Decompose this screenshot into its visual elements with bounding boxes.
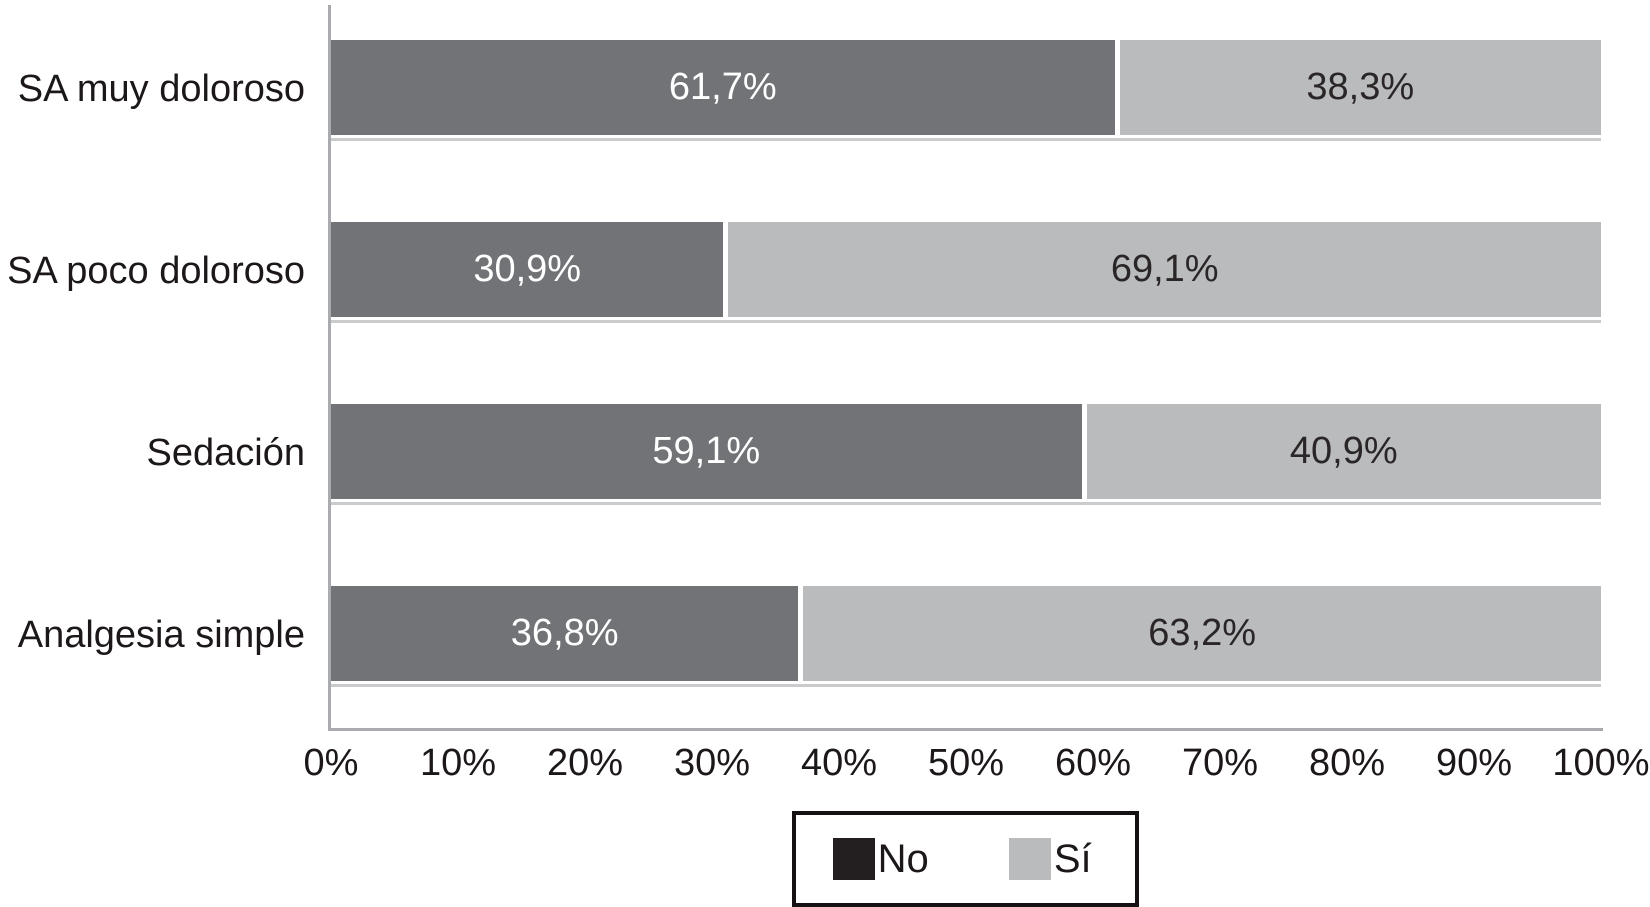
x-tick: 40% <box>800 742 878 784</box>
chart-row-sa-poco-doloroso: SA poco doloroso 30,9% 69,1% <box>0 222 1601 320</box>
x-tick: 50% <box>927 742 1005 784</box>
bar: 36,8% 63,2% <box>331 586 1601 684</box>
bar-value-label: 40,9% <box>1289 430 1398 472</box>
chart-row-sedacion: Sedación 59,1% 40,9% <box>0 404 1601 502</box>
legend-entry-si: Sí <box>966 837 1136 882</box>
bar-segment-no: 30,9% <box>331 222 724 317</box>
bar-segment-si: 69,1% <box>723 222 1601 317</box>
bar-value-label: 30,9% <box>473 248 582 290</box>
legend-entry-no: No <box>796 837 966 882</box>
bar-value-label: 36,8% <box>510 612 619 654</box>
category-label: Analgesia simple <box>17 613 305 656</box>
x-tick: 80% <box>1308 742 1386 784</box>
bar: 30,9% 69,1% <box>331 222 1601 320</box>
bar-segment-si: 38,3% <box>1114 40 1601 135</box>
bar-segment-no: 36,8% <box>331 586 799 681</box>
bar-segment-no: 61,7% <box>331 40 1115 135</box>
bar: 59,1% 40,9% <box>331 404 1601 502</box>
legend-label-si: Sí <box>1053 836 1092 881</box>
bar-value-label: 38,3% <box>1306 66 1415 108</box>
bar-value-label: 63,2% <box>1148 612 1257 654</box>
bar-segment-si: 40,9% <box>1081 404 1601 499</box>
bar-value-label: 59,1% <box>652 430 761 472</box>
category-label: Sedación <box>146 431 305 474</box>
x-axis-line <box>328 728 1603 731</box>
x-tick: 10% <box>419 742 497 784</box>
chart-row-analgesia-simple: Analgesia simple 36,8% 63,2% <box>0 586 1601 684</box>
legend: No Sí <box>792 811 1139 907</box>
bar-segment-si: 63,2% <box>798 586 1601 681</box>
x-tick: 20% <box>546 742 624 784</box>
x-axis-ticks: 0% 10% 20% 30% 40% 50% 60% 70% 80% 90% 1… <box>304 742 1650 790</box>
chart-row-sa-muy-doloroso: SA muy doloroso 61,7% 38,3% <box>0 40 1601 138</box>
x-tick: 60% <box>1054 742 1132 784</box>
y-axis-line <box>328 5 331 731</box>
x-tick: 90% <box>1435 742 1513 784</box>
x-tick: 70% <box>1181 742 1259 784</box>
x-tick: 30% <box>673 742 751 784</box>
bar-value-label: 61,7% <box>668 66 777 108</box>
bar-segment-no: 59,1% <box>331 404 1082 499</box>
legend-label-no: No <box>877 836 929 881</box>
legend-swatch-si <box>1008 838 1051 880</box>
legend-swatch-no <box>832 838 875 880</box>
x-tick: 0% <box>303 742 359 784</box>
x-tick: 100% <box>1552 742 1650 784</box>
bar: 61,7% 38,3% <box>331 40 1601 138</box>
category-label: SA poco doloroso <box>7 249 305 292</box>
bar-value-label: 69,1% <box>1110 248 1219 290</box>
category-label: SA muy doloroso <box>17 67 305 110</box>
